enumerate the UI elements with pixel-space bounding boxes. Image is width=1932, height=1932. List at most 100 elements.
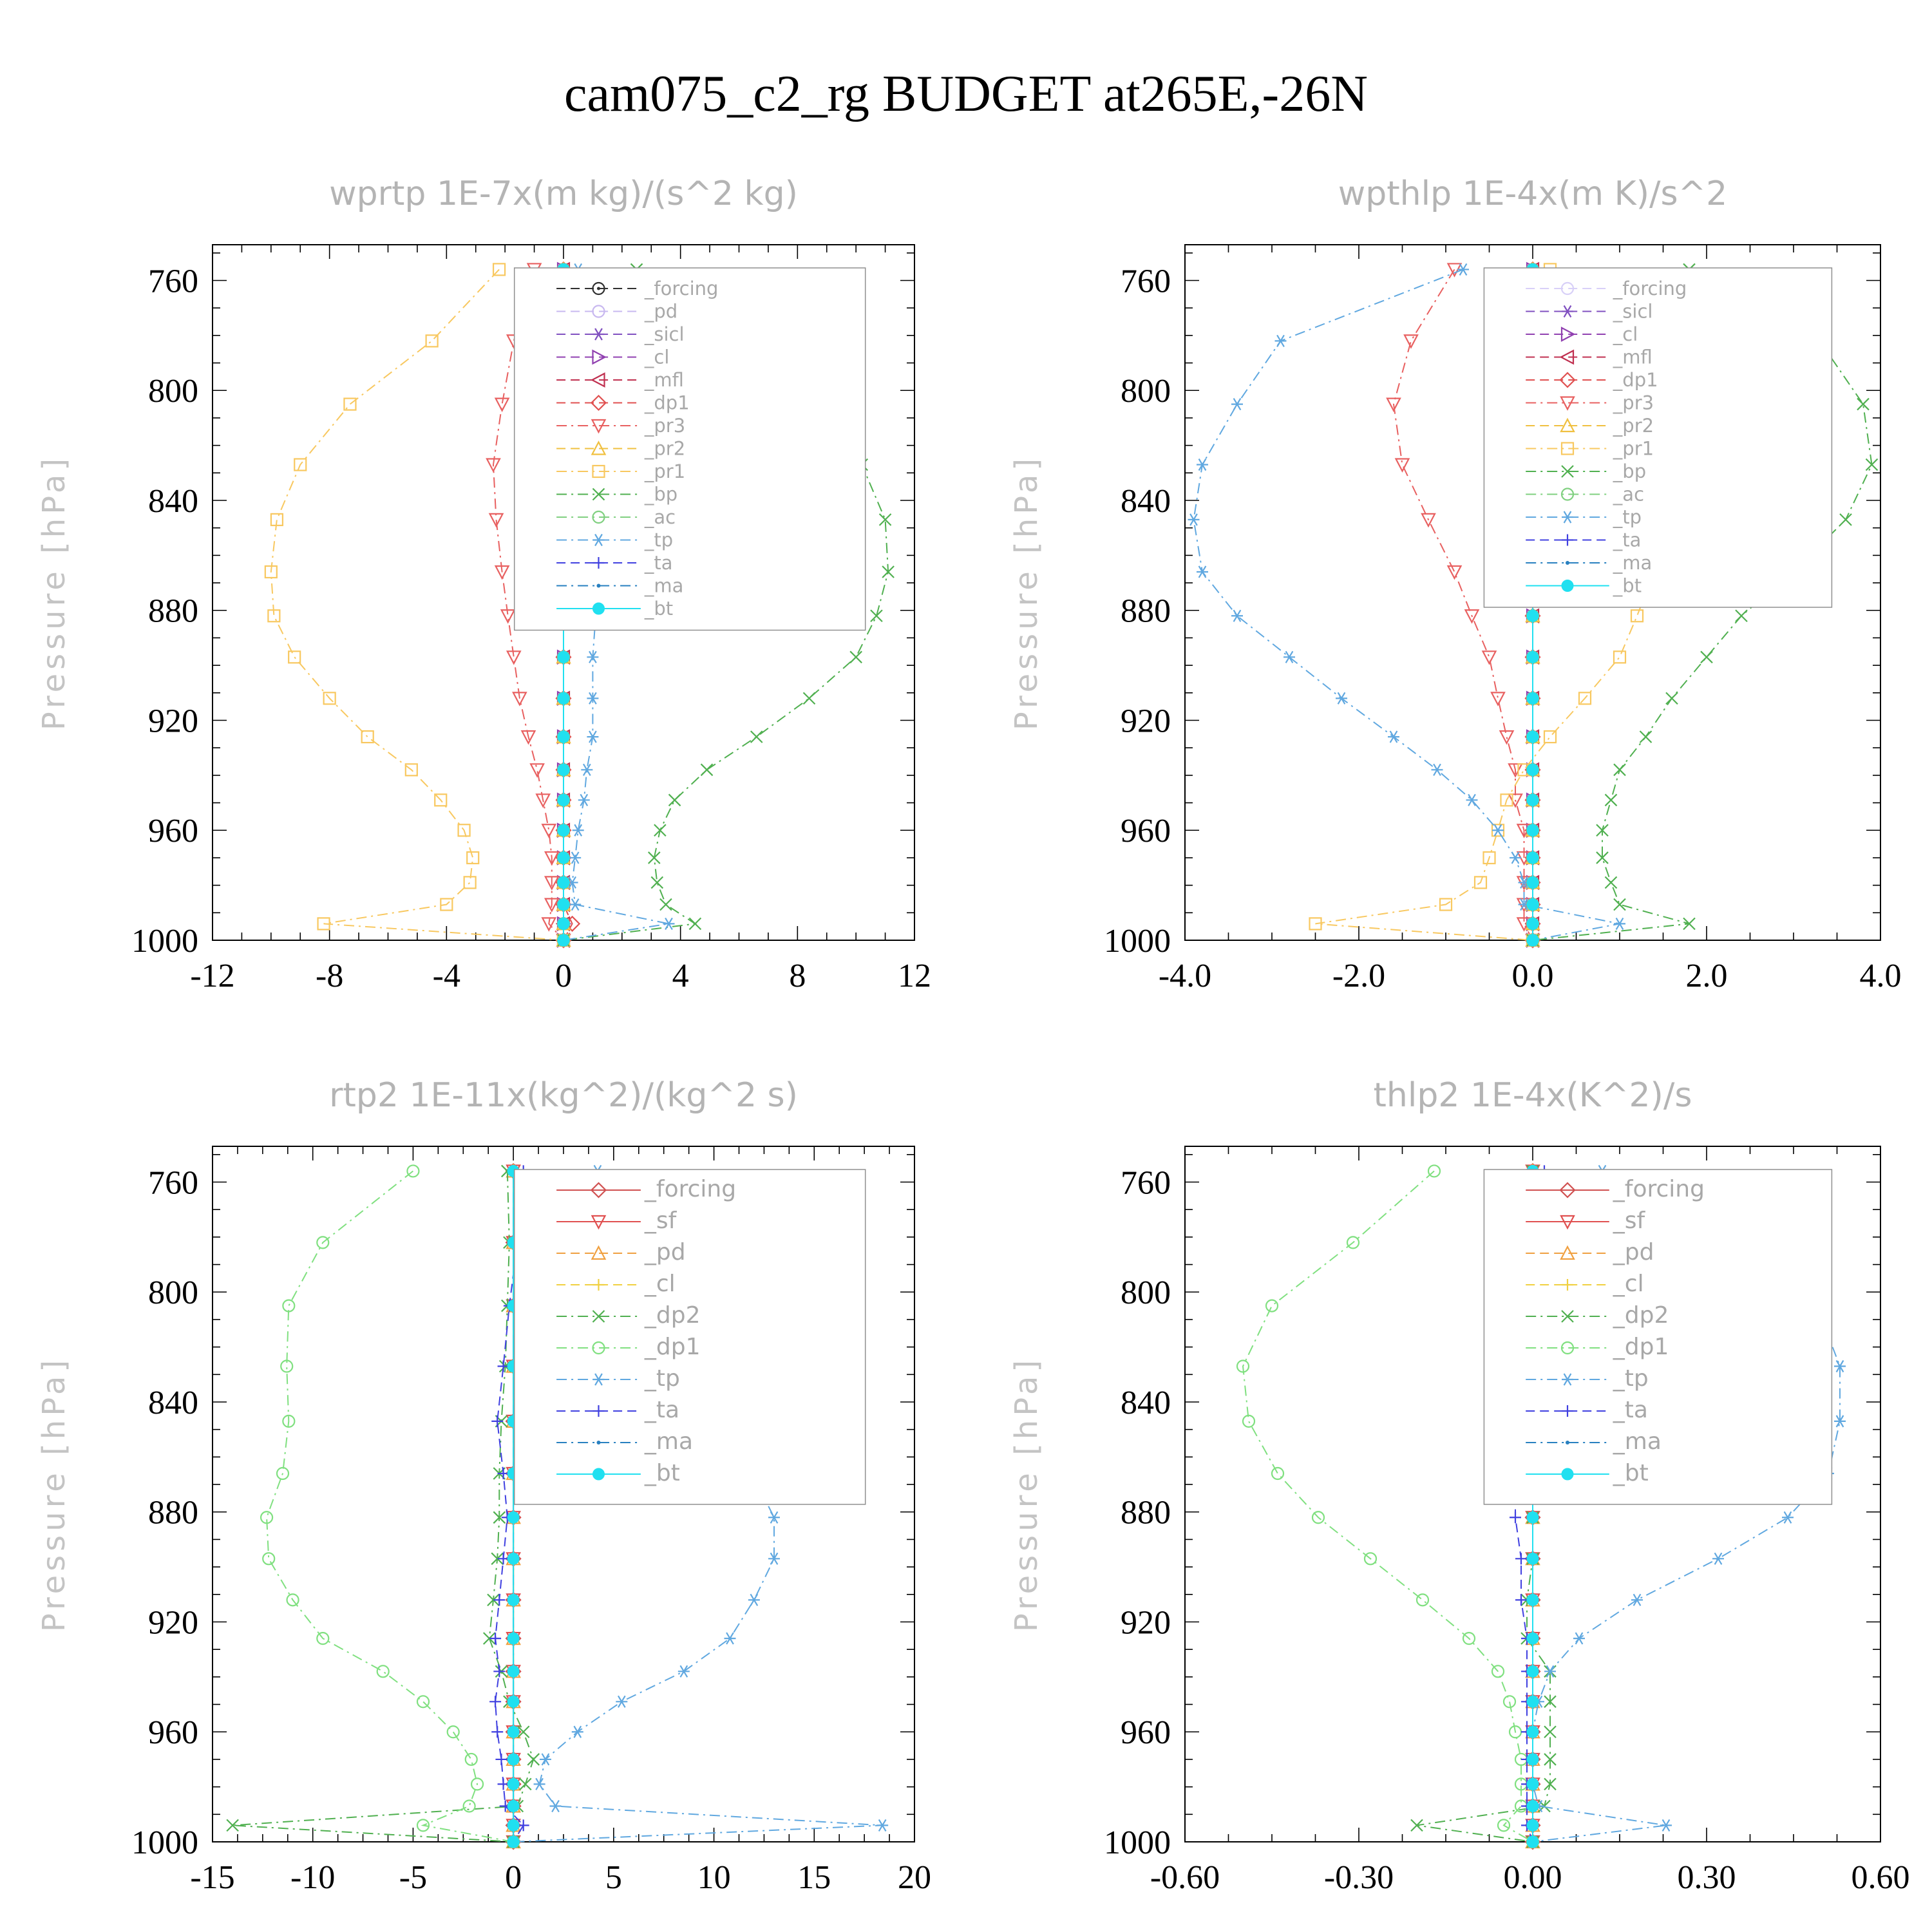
data-point [1526,1800,1539,1813]
data-point [1526,824,1539,837]
legend-label: _bt [1613,1460,1649,1486]
data-point [1526,730,1539,743]
data-point [226,1819,239,1832]
x-tick-label: 0.60 [1852,1859,1910,1896]
data-point [507,1777,520,1790]
data-point [1735,609,1748,623]
data-point [316,1236,330,1249]
data-point [376,1665,390,1678]
data-point [541,824,557,838]
series-line [266,1170,514,1842]
data-point [1526,1511,1539,1524]
data-point [1857,397,1870,411]
y-tick-label: 1000 [1104,1824,1171,1861]
data-point [581,763,593,776]
legend-marker [591,1215,607,1230]
legend-label: _dp2 [1613,1302,1669,1329]
legend-marker [591,419,607,434]
legend-marker [592,349,607,365]
data-point [1614,917,1625,930]
legend-label: _cl [1613,323,1638,345]
legend-label: _bp [1613,460,1646,482]
data-point [1526,898,1539,911]
data-point [1604,876,1618,889]
data-point [1665,692,1678,705]
y-tick-label: 800 [1121,373,1171,410]
data-point [1388,730,1399,743]
data-point [768,1511,780,1524]
data-point [1544,1725,1557,1739]
legend-marker [1559,349,1575,365]
data-point [1544,1753,1557,1766]
data-point [529,763,545,778]
data-point [1236,1359,1250,1373]
x-tick-label: -0.60 [1150,1859,1220,1896]
legend-label: _ta [1613,1397,1648,1423]
legend-marker [592,602,605,615]
data-point [1431,763,1443,776]
data-point [343,397,357,411]
data-point [650,876,664,889]
data-point [425,334,439,348]
data-point [587,730,599,743]
data-point [1613,763,1626,777]
series-line [1532,269,1873,941]
legend-marker [1561,580,1574,592]
data-point [1197,565,1208,578]
data-point [1839,513,1852,526]
legend-label: _bp [644,484,677,506]
data-point [1526,851,1539,864]
data-point [1543,730,1557,744]
data-point [1526,876,1539,889]
data-point [1834,1415,1846,1428]
legend-marker [592,281,605,296]
legend-label: _forcing [644,1176,736,1202]
data-point [486,458,501,473]
data-point [1481,650,1497,665]
data-point [1464,609,1480,624]
x-tick-label: 12 [898,958,931,994]
data-point [1446,565,1463,580]
x-tick-label: 15 [797,1859,831,1896]
data-point [288,650,301,664]
data-point [1416,1593,1430,1607]
legend-marker [1560,442,1575,455]
data-point [495,1753,507,1765]
data-point [616,1695,628,1708]
legend-marker [1562,511,1573,524]
y-axis-label: Pressure [hPa] [36,1356,72,1632]
data-point [587,692,599,705]
data-point [1631,1593,1643,1606]
data-point [488,513,504,528]
y-tick-label: 800 [1121,1274,1171,1311]
data-point [1526,650,1539,663]
data-point [1526,692,1539,705]
legend-label: _tp [1613,1365,1649,1392]
chart-panel-4: thlp2 1E-4x(K^2)/s Pressure [hPa] 760 800 84… [1009,1076,1910,1896]
data-point [507,1552,520,1565]
legend-marker [592,557,605,569]
data-point [1526,1819,1539,1832]
legend-marker [1559,1182,1576,1198]
series-line [1532,1170,1841,1842]
data-point [1526,763,1539,776]
legend-marker [591,372,605,388]
x-tick-label: 20 [898,1859,931,1896]
data-point [1274,334,1287,347]
data-point [700,763,714,777]
data-point [557,692,570,705]
legend-marker [1561,465,1574,478]
data-point [1526,917,1539,930]
legend-marker [1560,1215,1575,1230]
data-point [1421,513,1436,528]
x-tick-label: 4 [672,958,689,994]
data-point [493,1594,506,1606]
data-point [1497,1819,1511,1832]
legend-label: _pd [644,1239,686,1265]
data-point [541,917,557,932]
data-point [487,1593,500,1607]
data-point [416,1695,430,1709]
data-point [1492,824,1504,837]
legend-label: _dp2 [644,1302,701,1329]
